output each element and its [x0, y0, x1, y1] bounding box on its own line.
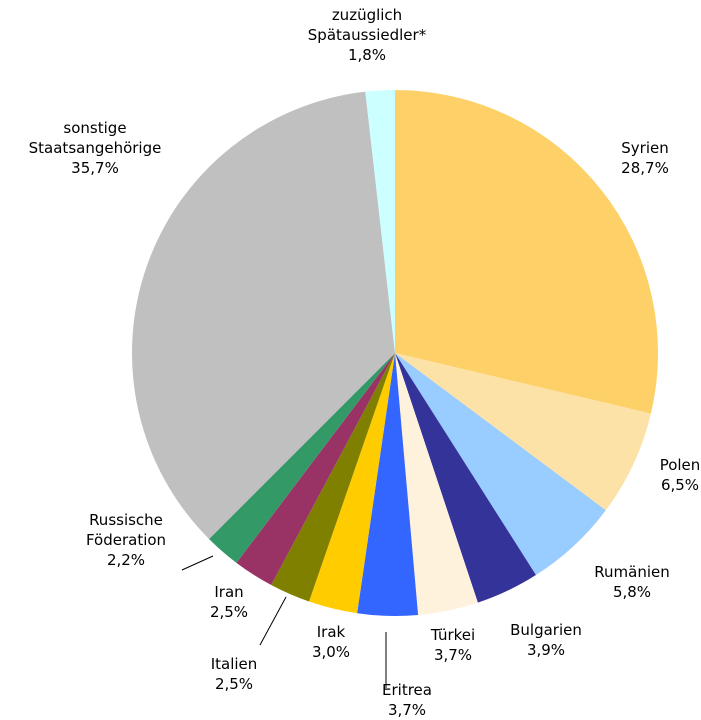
slice-label: Polen 6,5%: [660, 455, 701, 495]
category-label: sonstige Staatsangehörige: [28, 119, 162, 157]
category-label: Syrien: [621, 139, 669, 157]
leader-line: [181, 555, 214, 571]
pie-slice: [209, 353, 395, 563]
value-label: 3,7%: [387, 701, 427, 719]
pie-slice: [395, 353, 606, 576]
category-label: zuzüglich Spätaussiedler*: [307, 6, 427, 44]
category-label: Rumänien: [594, 563, 670, 581]
value-label: 3,0%: [311, 643, 351, 661]
category-label: Iran: [214, 583, 244, 601]
value-label: 6,5%: [660, 476, 700, 494]
pie-slice: [365, 90, 395, 353]
category-label: Italien: [210, 655, 258, 673]
pie-slice: [132, 91, 396, 539]
slice-label: Syrien 28,7%: [621, 138, 669, 178]
category-label: Polen: [659, 456, 701, 474]
pie-slice: [395, 90, 658, 414]
pie-slice: [395, 353, 478, 615]
slice-label: Rumänien 5,8%: [594, 562, 669, 602]
value-label: 2,5%: [214, 675, 254, 693]
category-label: Russische Föderation: [85, 511, 167, 549]
pie: [132, 90, 658, 616]
slice-label: zuzüglich Spätaussiedler* 1,8%: [308, 5, 426, 65]
value-label: 28,7%: [621, 159, 669, 177]
value-label: 1,8%: [347, 46, 387, 64]
slice-label: Bulgarien 3,9%: [510, 620, 582, 660]
slice-label: Russische Föderation 2,2%: [86, 510, 166, 570]
pie-slice: [395, 353, 651, 511]
leader-line: [259, 596, 287, 646]
value-label: 3,7%: [433, 646, 473, 664]
value-label: 2,2%: [106, 551, 146, 569]
pie-slice: [395, 353, 536, 603]
slice-label: Irak 3,0%: [312, 622, 350, 662]
value-label: 5,8%: [612, 583, 652, 601]
pie-slice: [236, 353, 395, 586]
slice-label: Türkei 3,7%: [431, 625, 475, 665]
pie-slice: [309, 353, 395, 614]
slice-label: Iran 2,5%: [210, 582, 248, 622]
category-label: Türkei: [430, 626, 476, 644]
value-label: 3,9%: [526, 641, 566, 659]
category-label: Eritrea: [382, 681, 432, 699]
category-label: Irak: [316, 623, 346, 641]
slice-label: sonstige Staatsangehörige 35,7%: [29, 118, 162, 178]
pie-slice: [271, 353, 395, 602]
slice-label: Eritrea 3,7%: [382, 680, 432, 720]
value-label: 2,5%: [209, 603, 249, 621]
category-label: Bulgarien: [510, 621, 582, 639]
pie-slice: [357, 353, 419, 616]
slice-label: Italien 2,5%: [211, 654, 258, 694]
value-label: 35,7%: [71, 159, 119, 177]
